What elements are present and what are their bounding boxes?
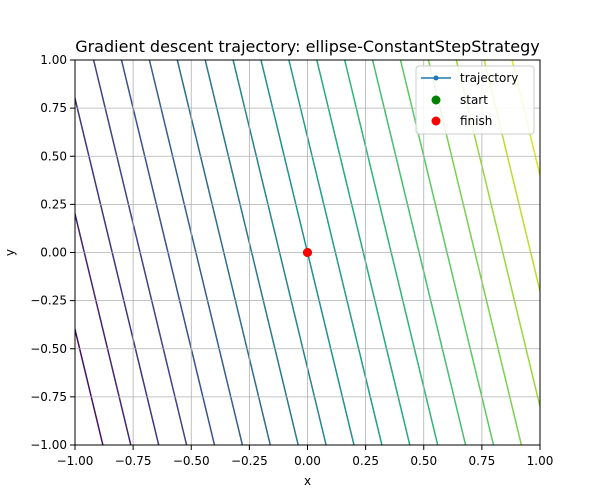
x-axis: −1.00 −0.75 −0.50 −0.25 0.00 0.25 0.50 0.75 1.00: [57, 445, 554, 468]
y-tick-label: −0.50: [30, 342, 67, 356]
x-tick-label: 0.25: [352, 454, 379, 468]
y-tick-label: 0.00: [40, 246, 67, 260]
contour-line: [75, 326, 104, 445]
y-tick-label: −0.75: [30, 390, 67, 404]
x-tick-label: 0.50: [410, 454, 437, 468]
x-tick-label: −0.25: [231, 454, 268, 468]
y-tick-label: 1.00: [40, 53, 67, 67]
y-tick-label: 0.25: [40, 197, 67, 211]
legend-trajectory-label: trajectory: [460, 71, 518, 85]
y-tick-label: −1.00: [30, 438, 67, 452]
y-tick-label: 0.75: [40, 101, 67, 115]
y-tick-label: −0.25: [30, 294, 67, 308]
y-axis: −1.00 −0.75 −0.50 −0.25 0.00 0.25 0.50 0.75 1.00: [30, 53, 75, 452]
x-tick-label: 1.00: [527, 454, 554, 468]
legend-start-label: start: [460, 93, 488, 107]
finish-point: [303, 248, 312, 257]
y-axis-label: y: [3, 249, 17, 256]
legend-finish-marker: [431, 116, 441, 126]
legend-box: [415, 65, 535, 135]
x-tick-label: 0.75: [469, 454, 496, 468]
chart-title: Gradient descent trajectory: ellipse-Con…: [75, 37, 540, 56]
legend-finish-label: finish: [460, 114, 492, 128]
x-tick-label: −0.75: [115, 454, 152, 468]
legend-trajectory-marker: [433, 75, 439, 81]
series-layer: [303, 248, 312, 257]
x-axis-label: x: [304, 474, 311, 488]
y-tick-label: 0.50: [40, 149, 67, 163]
x-tick-label: −0.50: [173, 454, 210, 468]
legend-start-marker: [431, 95, 441, 105]
x-tick-label: 0.00: [294, 454, 321, 468]
legend: trajectory start finish: [415, 65, 535, 135]
x-tick-label: −1.00: [57, 454, 94, 468]
